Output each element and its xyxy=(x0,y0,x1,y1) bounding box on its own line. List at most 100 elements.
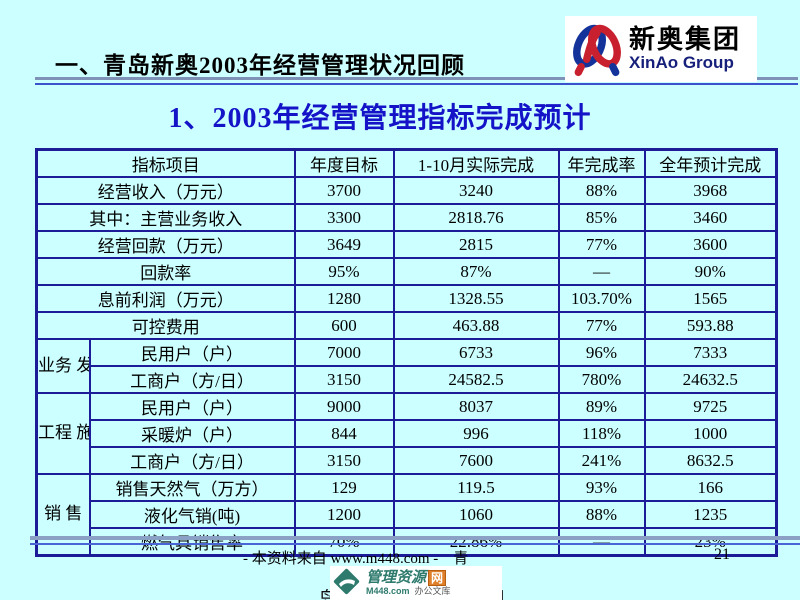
table-row: 工商户（方/日） 3150 7600 241% 8632.5 xyxy=(37,446,778,475)
table-row: 工程 施工 民用户（户） 9000 8037 89% 9725 xyxy=(35,392,778,475)
row-label: 经营收入（万元） xyxy=(35,176,296,205)
cell: 85% xyxy=(557,203,646,232)
cell: 1235 xyxy=(643,500,778,529)
table-row: 采暖炉（户） 844 996 118% 1000 xyxy=(37,419,778,448)
footer-source-suffix: - 青 xyxy=(429,551,469,567)
table-row: 回款率 95% 87% — 90% xyxy=(35,257,778,286)
watermark-text: 管理资源网 M448.com 办公文库 xyxy=(366,570,451,596)
cell: 1280 xyxy=(293,284,395,313)
slide-subtitle: 1、2003年经营管理指标完成预计 xyxy=(168,103,592,134)
row-label: 息前利润（万元） xyxy=(35,284,296,313)
watermark-diamond-icon xyxy=(333,568,360,595)
cell: 24582.5 xyxy=(392,365,560,394)
table-row: 液化气销(吨) 1200 1060 88% 1235 xyxy=(37,500,778,529)
footer-source-url[interactable]: www.m448.com xyxy=(330,551,430,568)
cell: 8632.5 xyxy=(643,446,778,475)
cell: 1060 xyxy=(392,500,560,529)
row-label: 回款率 xyxy=(35,257,296,286)
cell: 77% xyxy=(557,311,646,340)
cell: 3240 xyxy=(392,176,560,205)
cell: 96% xyxy=(557,338,646,367)
cell: 593.88 xyxy=(643,311,778,340)
footer-source-text: - 本资料来自 www.m448.com - 青 xyxy=(243,547,468,568)
watermark-label: 办公文库 xyxy=(414,586,451,596)
cell: 87% xyxy=(392,257,560,286)
cell: 1328.55 xyxy=(392,284,560,313)
cell: 3968 xyxy=(643,176,778,205)
group-label-engineering-construction: 工程 施工 xyxy=(35,392,91,475)
table-header-row: 指标项目 年度目标 1-10月实际完成 年完成率 全年预计完成 xyxy=(35,148,778,178)
xinao-ribbon-icon xyxy=(573,24,621,77)
footer-source-prefix: - 本资料来自 xyxy=(243,551,331,567)
cell: 7333 xyxy=(643,338,778,367)
row-label: 经营回款（万元） xyxy=(35,230,296,259)
row-label: 民用户（户） xyxy=(88,392,296,421)
cell: 90% xyxy=(643,257,778,286)
cell: 844 xyxy=(293,419,395,448)
cell: 2818.76 xyxy=(392,203,560,232)
table-row: 息前利润（万元） 1280 1328.55 103.70% 1565 xyxy=(35,284,778,313)
watermark-name-prefix: 管理资源 xyxy=(366,569,427,586)
cell: 88% xyxy=(557,176,646,205)
col-header-indicator: 指标项目 xyxy=(35,148,296,178)
cell: 9000 xyxy=(293,392,395,421)
cell: 166 xyxy=(643,473,778,502)
row-label: 工商户（方/日） xyxy=(88,365,296,394)
row-label: 销售天然气（万方） xyxy=(88,473,296,502)
cell: 3150 xyxy=(293,365,395,394)
cell: 3600 xyxy=(643,230,778,259)
cell: 24632.5 xyxy=(643,365,778,394)
table-row: 经营回款（万元） 3649 2815 77% 3600 xyxy=(35,230,778,259)
cell: 129 xyxy=(293,473,395,502)
table-row: 经营收入（万元） 3700 3240 88% 3968 xyxy=(35,176,778,205)
cell: 3300 xyxy=(293,203,395,232)
cell: 93% xyxy=(557,473,646,502)
cell: 3649 xyxy=(293,230,395,259)
cell: 77% xyxy=(557,230,646,259)
cell: 119.5 xyxy=(392,473,560,502)
cell: 1200 xyxy=(293,500,395,529)
cell: 9725 xyxy=(643,392,778,421)
cell: 780% xyxy=(557,365,646,394)
cell: — xyxy=(557,527,646,557)
row-label: 可控费用 xyxy=(35,311,296,340)
col-header-annual-target: 年度目标 xyxy=(293,148,395,178)
page-number: 21 xyxy=(714,546,730,563)
row-label: 工商户（方/日） xyxy=(88,446,296,475)
col-header-completion-rate: 年完成率 xyxy=(557,148,646,178)
table-row: 工商户（方/日） 3150 24582.5 780% 24632.5 xyxy=(37,365,778,394)
company-logo: 新奥集团 XinAo Group xyxy=(565,16,757,82)
logo-name-en: XinAo Group xyxy=(629,52,734,72)
cell: 3150 xyxy=(293,446,395,475)
cell: 7000 xyxy=(293,338,395,367)
group-label-business-development: 业务 发展 xyxy=(35,338,91,394)
cell: 118% xyxy=(557,419,646,448)
title-divider xyxy=(35,77,798,85)
cell: 3460 xyxy=(643,203,778,232)
logo-text: 新奥集团 XinAo Group xyxy=(629,26,741,71)
cell: 463.88 xyxy=(392,311,560,340)
cell: 89% xyxy=(557,392,646,421)
watermark-site-name: 管理资源网 xyxy=(366,569,451,586)
table-row: 销 售 销售天然气（万方） 129 119.5 93% 166 xyxy=(35,473,778,557)
cell: 8037 xyxy=(392,392,560,421)
cell: 23% xyxy=(643,527,778,557)
page-title: 一、青岛新奥2003年经营管理状况回顾 xyxy=(55,53,465,78)
row-label: 液化气销(吨) xyxy=(88,500,296,529)
cell: 88% xyxy=(557,500,646,529)
row-label: 民用户（户） xyxy=(88,338,296,367)
cell: 3700 xyxy=(293,176,395,205)
cell: 241% xyxy=(557,446,646,475)
table-row: 业务 发展 民用户（户） 7000 6733 96% 7333 xyxy=(35,338,778,394)
watermark-net-badge: 网 xyxy=(428,570,447,586)
metrics-table: 指标项目 年度目标 1-10月实际完成 年完成率 全年预计完成 经营收入（万元）… xyxy=(35,148,778,557)
cell: 6733 xyxy=(392,338,560,367)
logo-name-cn: 新奥集团 xyxy=(629,24,742,55)
group-label-sales: 销 售 xyxy=(35,473,91,557)
col-header-jan-oct-actual: 1-10月实际完成 xyxy=(392,148,560,178)
row-label: 其中：主营业务收入 xyxy=(35,203,296,232)
cell: 1565 xyxy=(643,284,778,313)
cell: 1000 xyxy=(643,419,778,448)
watermark-domain-line: M448.com 办公文库 xyxy=(366,587,451,596)
